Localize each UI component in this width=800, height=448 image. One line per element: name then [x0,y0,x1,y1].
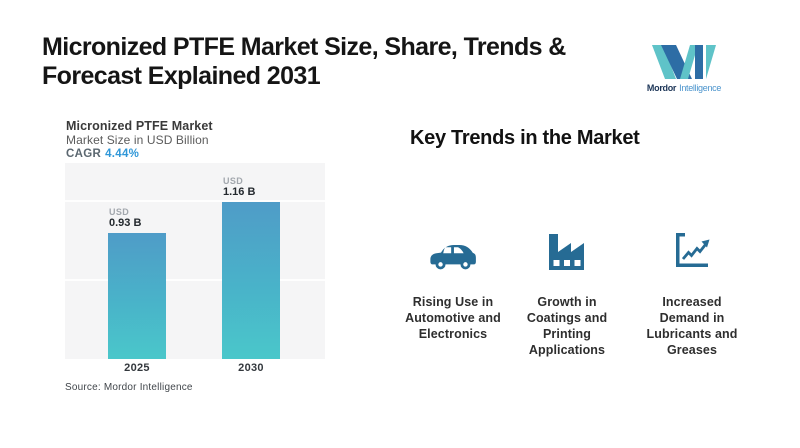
caption-line: Lubricants and [646,327,738,341]
factory-icon [547,233,587,276]
trend-item-3-caption: Increased Demand in Lubricants and Greas… [632,294,752,358]
brand-name-primary: Mordor [646,83,677,93]
bar-value-label-2030: USD 1.16 B [222,176,280,199]
bar-chart-plot-area: USD 0.93 B USD 1.16 B [65,163,325,359]
bar-amount-2030: 1.16 B [223,186,256,198]
bar-2030 [222,202,280,359]
page-title-line-2: Forecast Explained 2031 [42,62,321,90]
chart-subtitle: Market Size in USD Billion [66,133,209,147]
caption-line: Coatings and [526,311,608,325]
trend-item-1-caption: Rising Use in Automotive and Electronics [393,294,513,342]
caption-line: Greases [666,343,718,357]
caption-line: Rising Use in [412,295,494,309]
trend-item-2-caption: Growth in Coatings and Printing Applicat… [507,294,627,358]
caption-line: Automotive and [405,311,501,325]
car-icon [429,243,477,276]
chart-title: Micronized PTFE Market [66,119,213,133]
bar-currency-2025: USD [109,207,130,217]
caption-line: Demand in [659,311,725,325]
cagr-value: 4.44% [105,148,140,160]
key-trends-heading: Key Trends in the Market [410,127,640,149]
caption-line: Increased [662,295,722,309]
gridline [65,279,325,281]
bar-group-2025: USD 0.93 B [108,207,166,359]
page-title: Micronized PTFE Market Size, Share, Tren… [42,33,622,91]
x-axis-label-2025: 2025 [124,362,150,374]
mordor-monogram-icon [641,44,727,80]
caption-line: Growth in [537,295,597,309]
bar-value-label-2025: USD 0.93 B [108,207,166,230]
cagr-line: CAGR 4.44% [66,148,139,160]
caption-line: Printing [542,327,592,341]
bar-currency-2030: USD [223,176,244,186]
brand-wordmark: Mordor Intelligence [641,83,727,93]
caption-line: Electronics [418,327,488,341]
page-title-line-1: Micronized PTFE Market Size, Share, Tren… [42,33,566,61]
trend-item-2-iconbox [507,234,627,276]
caption-line: Applications [528,343,606,357]
trend-item-1-iconbox [393,234,513,276]
growth-chart-icon [672,231,712,276]
brand-name-secondary: Intelligence [679,83,722,93]
bar-2025 [108,233,166,359]
cagr-label: CAGR [66,148,102,160]
trend-item-3-iconbox [632,231,752,276]
source-note: Source: Mordor Intelligence [65,382,193,393]
bar-amount-2025: 0.93 B [109,217,142,229]
x-axis-label-2030: 2030 [238,362,264,374]
bar-group-2030: USD 1.16 B [222,176,280,359]
gridline [65,200,325,202]
brand-logo: Mordor Intelligence [641,44,727,93]
